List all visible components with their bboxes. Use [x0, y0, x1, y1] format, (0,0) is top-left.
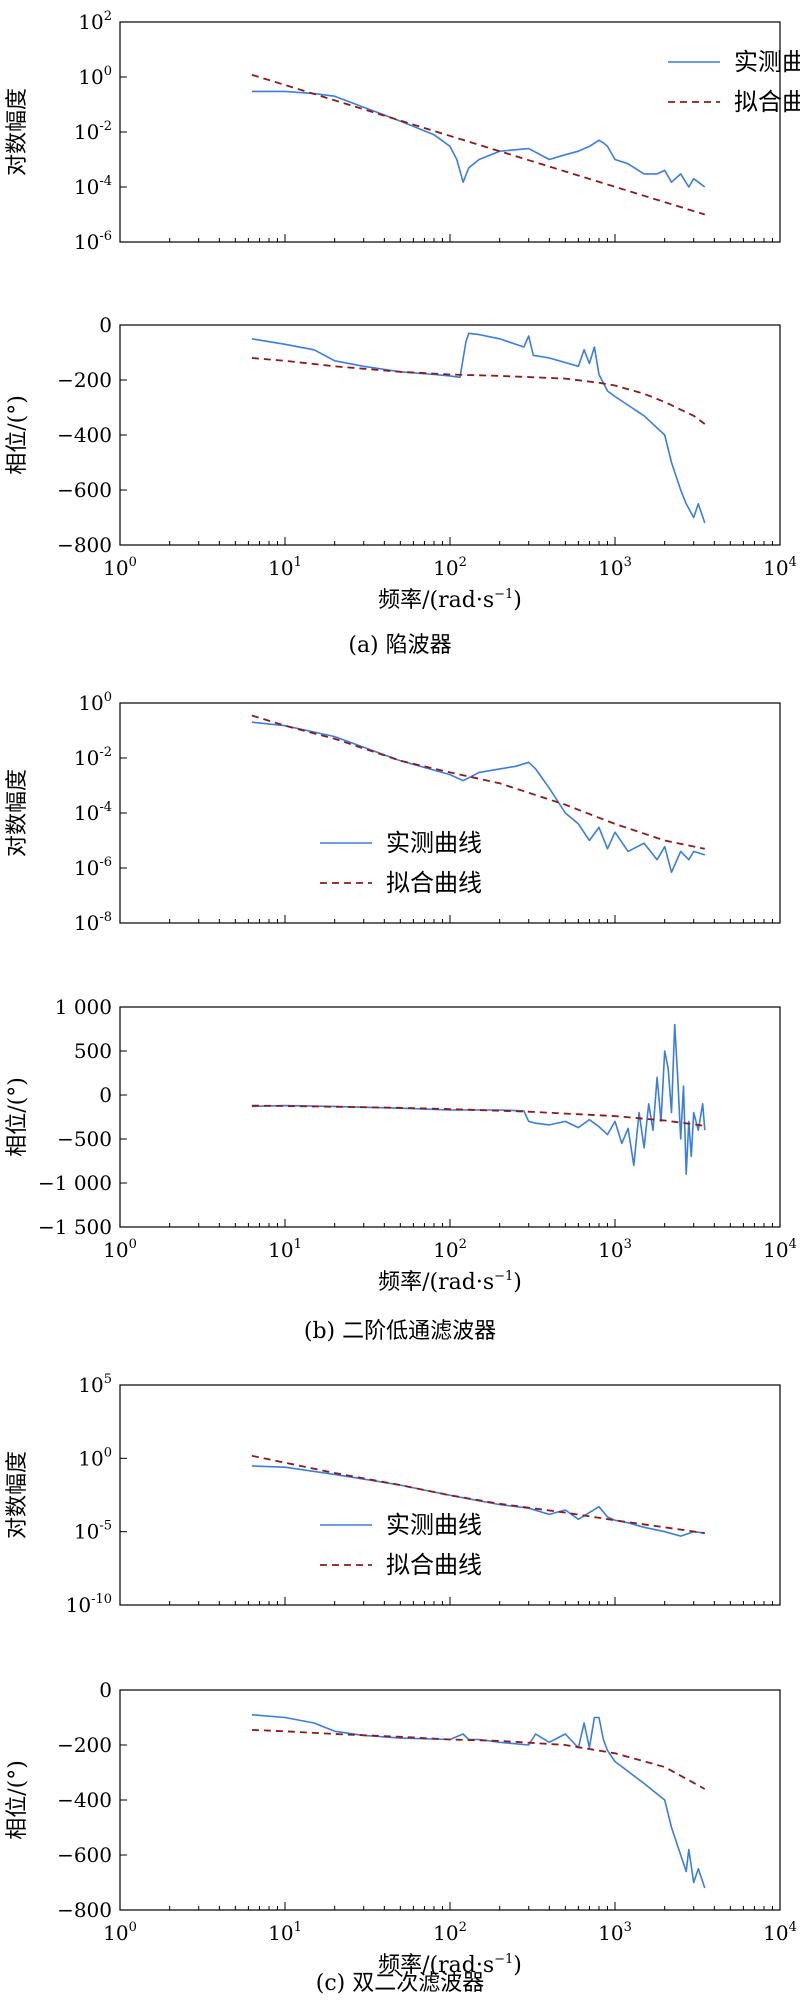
series-line-fitted — [251, 357, 706, 425]
y-axis-label: 对数幅度 — [5, 1451, 30, 1539]
x-tick-label: 100 — [103, 1920, 137, 1945]
x-tick-label: 101 — [268, 555, 302, 580]
legend-label-fitted: 拟合曲线 — [386, 869, 482, 897]
y-tick-label: 10-2 — [74, 119, 112, 144]
y-tick-label: 10-6 — [74, 229, 112, 254]
panel-b-mag: 100 10-2 10-4 10-6 10-8 对数幅度实测曲线拟合曲线 — [5, 690, 781, 935]
x-tick-label: 102 — [433, 1920, 467, 1945]
y-tick-label: 10-6 — [74, 855, 112, 880]
axis-frame — [119, 324, 781, 546]
legend-label-measured: 实测曲线 — [734, 48, 800, 76]
y-tick-label: 100 — [78, 64, 112, 89]
series-line-fitted — [251, 1729, 706, 1790]
x-tick-label: 103 — [598, 1237, 632, 1262]
y-axis-label: 对数幅度 — [5, 769, 30, 857]
y-tick-label: −800 — [57, 533, 112, 557]
y-tick-label: −200 — [57, 368, 112, 392]
y-tick-label: 10-10 — [66, 1592, 112, 1617]
y-axis-label: 相位/(°) — [5, 1760, 30, 1840]
y-tick-label: −600 — [57, 478, 112, 502]
plots-layer: 10210010-210-410-6对数幅度实测曲线拟合曲线0−200−400−… — [5, 9, 800, 1978]
y-tick-label: 10-2 — [74, 745, 112, 770]
y-tick-label: −800 — [57, 1898, 112, 1922]
series-line-fitted — [251, 73, 706, 216]
y-tick-label: 0 — [99, 313, 112, 337]
axis-frame — [119, 1006, 781, 1228]
x-tick-label: 101 — [268, 1237, 302, 1262]
y-tick-label: 10-4 — [74, 800, 112, 825]
y-tick-label: 1 000 — [55, 995, 112, 1019]
y-tick-label: 0 — [99, 1083, 112, 1107]
y-tick-label: −500 — [57, 1127, 112, 1151]
x-tick-label: 103 — [598, 555, 632, 580]
x-tick-label: 104 — [763, 1920, 797, 1945]
y-axis-label: 相位/(°) — [5, 395, 30, 475]
y-tick-label: 100 — [78, 690, 112, 715]
x-axis-label: 频率/(rad·s−1) — [378, 1269, 522, 1295]
x-tick-label: 101 — [268, 1920, 302, 1945]
y-axis-label: 对数幅度 — [5, 88, 30, 176]
y-tick-label: 10-4 — [74, 174, 112, 199]
legend-label-fitted: 拟合曲线 — [386, 1551, 482, 1579]
y-tick-label: 100 — [78, 1445, 112, 1470]
y-tick-label: 10-5 — [74, 1519, 112, 1544]
x-tick-label: 102 — [433, 555, 467, 580]
y-tick-label: 102 — [78, 9, 112, 34]
y-tick-label: 500 — [74, 1039, 112, 1063]
series-line-measured — [251, 1023, 706, 1175]
x-tick-label: 104 — [763, 1237, 797, 1262]
axis-frame — [119, 1689, 781, 1911]
y-axis-label: 相位/(°) — [5, 1077, 30, 1157]
series-line-fitted — [251, 1104, 705, 1127]
x-axis-label: 频率/(rad·s−1) — [378, 1952, 522, 1978]
series-line-measured — [251, 721, 706, 874]
axis-frame — [119, 21, 781, 243]
legend-label-fitted: 拟合曲线 — [734, 88, 800, 116]
series-line-measured — [251, 90, 706, 188]
x-tick-label: 103 — [598, 1920, 632, 1945]
series-line-measured — [251, 1714, 706, 1889]
y-tick-label: −200 — [57, 1733, 112, 1757]
caption-b: (b) 二阶低通滤波器 — [304, 1319, 496, 1344]
caption-a: (a) 陷波器 — [348, 633, 451, 658]
y-tick-label: −600 — [57, 1843, 112, 1867]
y-tick-label: 0 — [99, 1678, 112, 1702]
x-axis-label: 频率/(rad·s−1) — [378, 587, 522, 613]
y-tick-label: −400 — [57, 423, 112, 447]
series-line-fitted — [251, 714, 705, 850]
series-line-measured — [251, 332, 706, 524]
caption-c: (c) 双二次滤波器 — [316, 1971, 484, 1996]
x-tick-label: 100 — [103, 555, 137, 580]
legend-label-measured: 实测曲线 — [386, 1511, 482, 1539]
y-tick-label: −1 000 — [38, 1171, 112, 1195]
x-tick-label: 104 — [763, 555, 797, 580]
x-tick-label: 100 — [103, 1237, 137, 1262]
y-tick-label: −400 — [57, 1788, 112, 1812]
legend-label-measured: 实测曲线 — [386, 829, 482, 857]
panel-c-mag: 105 100 10-5 10-10 对数幅度实测曲线拟合曲线 — [5, 1372, 781, 1617]
x-tick-label: 102 — [433, 1237, 467, 1262]
y-tick-label: 10-8 — [74, 910, 112, 935]
y-tick-label: −1 500 — [38, 1215, 112, 1239]
y-tick-label: 105 — [78, 1372, 112, 1397]
